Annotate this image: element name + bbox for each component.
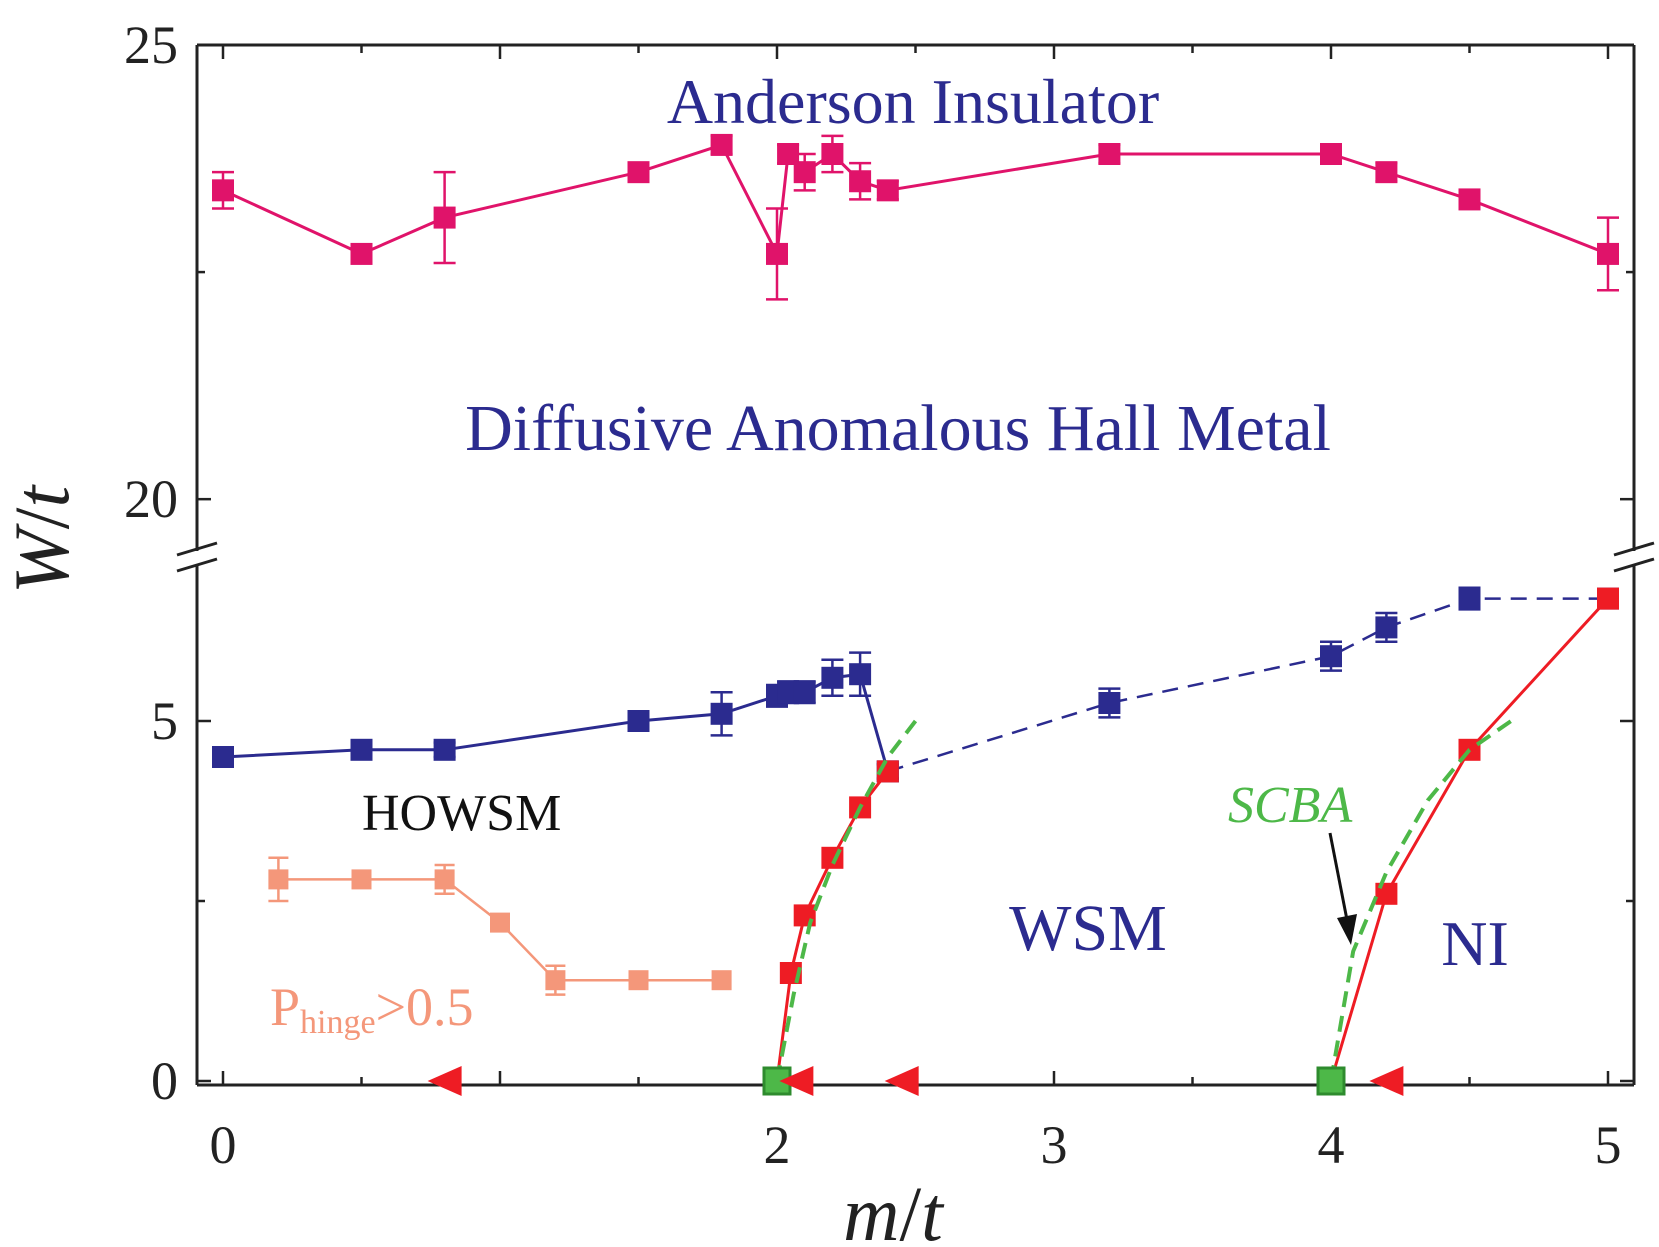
data-point (710, 702, 733, 725)
annotation-ni: NI (1441, 908, 1509, 979)
data-point (1597, 587, 1619, 610)
y-tick-label: 5 (151, 691, 178, 751)
data-point-triangle (884, 1066, 919, 1096)
data-point (766, 242, 788, 265)
axis-break-mark (176, 557, 218, 573)
annotation-phinge-subscript: hinge (300, 1004, 376, 1041)
data-point-triangle (779, 1066, 814, 1096)
data-point (268, 869, 289, 890)
data-point (212, 746, 234, 768)
annotation-anderson-insulator: Anderson Insulator (667, 66, 1159, 137)
series-line-anderson-transition-upper- (222, 143, 1609, 260)
data-point (793, 681, 816, 704)
x-tick-label: 3 (1041, 1115, 1068, 1175)
x-axis-label-part: m (843, 1170, 899, 1247)
x-tick-label: 4 (1318, 1115, 1345, 1175)
x-tick-label: 2 (764, 1115, 791, 1175)
y-axis-label-part: / (0, 507, 85, 529)
data-point (433, 738, 456, 761)
annotation-phinge-p: P (270, 977, 300, 1037)
data-point (350, 738, 373, 761)
data-point (777, 143, 800, 165)
annotation-phinge: Phinge>0.5 (270, 977, 474, 1041)
y-tick-label: 0 (151, 1051, 178, 1111)
data-point (628, 970, 649, 991)
data-point (351, 869, 372, 890)
data-point (350, 242, 373, 265)
axis-break-mark (1613, 557, 1655, 573)
data-point (793, 161, 816, 184)
data-point (1597, 242, 1619, 265)
y-axis-label-part: W (0, 523, 85, 594)
y-tick-label: 20 (124, 469, 178, 529)
annotation-howsm: HOWSM (362, 785, 561, 842)
y-axis-label: W/t (0, 484, 85, 595)
data-point (821, 143, 844, 165)
axis-break-mark (176, 541, 218, 557)
annotation-scba: SCBA (1228, 777, 1352, 834)
data-point (1098, 692, 1121, 714)
data-point (793, 904, 816, 927)
scba-arrow-head (1337, 914, 1357, 945)
data-point (1320, 645, 1342, 668)
x-tick-label: 5 (1595, 1115, 1622, 1175)
data-point-triangle (1369, 1066, 1404, 1096)
data-point (1458, 188, 1481, 211)
data-point (1458, 587, 1481, 610)
series-line-scba-right- (1329, 719, 1513, 1082)
data-point (212, 179, 234, 202)
y-axis-label-part: t (0, 484, 85, 508)
scba-arrow-shaft (1328, 832, 1350, 926)
data-point (849, 170, 872, 193)
data-point (433, 206, 456, 229)
data-point (777, 681, 800, 704)
data-point (545, 970, 566, 991)
data-point (627, 710, 650, 732)
data-point (1316, 1066, 1346, 1096)
data-point (1098, 143, 1121, 165)
data-point (1320, 143, 1342, 165)
series-line-wsm-ni-transition (1329, 597, 1610, 1082)
data-point (821, 666, 844, 689)
data-point (627, 161, 650, 184)
data-point-triangle (427, 1066, 462, 1096)
data-point (710, 133, 733, 156)
data-point (711, 970, 732, 991)
series-line-wsm-upper-boundary (887, 597, 1608, 773)
series-layer (212, 133, 1619, 1096)
annotation-phinge-condition: >0.5 (376, 977, 474, 1037)
data-point (876, 179, 899, 202)
x-axis-label-part: / (900, 1170, 922, 1247)
data-point (849, 663, 872, 686)
axis-break-mark (1613, 541, 1655, 557)
y-tick-label: 25 (124, 15, 178, 75)
data-point (1375, 616, 1398, 639)
x-axis-label: m/t (843, 1170, 945, 1247)
data-point (490, 912, 510, 933)
annotation-diffusive-anomalous-hall-metal: Diffusive Anomalous Hall Metal (465, 392, 1331, 465)
annotation-wsm: WSM (1009, 892, 1167, 965)
series-line-scba-left- (775, 719, 918, 1082)
data-point (1375, 161, 1398, 184)
data-point (434, 869, 455, 890)
x-axis-label-part: t (921, 1170, 945, 1247)
x-tick-label: 0 (210, 1115, 237, 1175)
